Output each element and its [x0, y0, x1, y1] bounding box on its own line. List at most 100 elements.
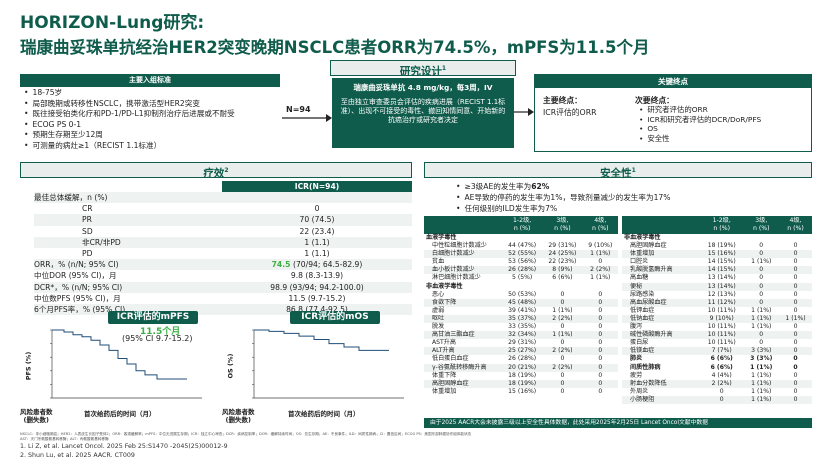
- km-pfs-chart: [50, 329, 202, 399]
- n-label: N=94: [286, 105, 311, 114]
- km-pfs-ylabel: PFS (%): [24, 351, 33, 381]
- inclusion-item: 18-75岁: [24, 88, 280, 99]
- treatment-desc: 至由独立审查委员会评估的疾病进展（RECIST 1.1标准）、出现不可接受的毒性…: [340, 98, 506, 125]
- safety-bullet: 任何级别的ILD发生率为7%: [456, 203, 806, 214]
- safety-col-header: [424, 216, 502, 234]
- arrow-right-icon: [514, 108, 534, 116]
- abbrev-footnote-2: AST：天门冬氨酸氨基转移酶；ALT：丙氨酸氨基转移酶: [20, 437, 109, 441]
- safety-row: 高血尿酸血症 11 (12%) 0 0: [622, 298, 812, 307]
- km-os-chart: [252, 329, 404, 399]
- primary-endpoint-label: 主要终点：: [543, 96, 582, 105]
- safety-row: 高血糖 13 (14%) 0 0: [630, 274, 798, 282]
- page-subtitle: 瑞康曲妥珠单抗经治HER2突变晚期NSCLC患者ORR为74.5%，mPFS为1…: [20, 38, 650, 57]
- secondary-endpoint-item: 研究者评估的ORR: [639, 105, 809, 115]
- safety-row: 体重下降 18 (19%) 0 0: [432, 371, 603, 379]
- safety-row: 疲劳 4 (4%) 1 (1%) 0: [630, 371, 798, 379]
- safety-row: γ-谷氨酰转移酶升高 20 (21%) 2 (2%) 0: [424, 363, 618, 372]
- safety-col-header: 3级, n (%): [542, 216, 583, 234]
- reference-1: 1. Li Z, et al. Lancet Oncol. 2025 Feb 2…: [20, 443, 228, 450]
- safety-col-header: [622, 216, 700, 234]
- inclusion-panel: 主要入组标准 18-75岁局部晚期或转移性NSCLC，携带激活型HER2突变既往…: [20, 74, 280, 152]
- inclusion-item: 预期生存期至少12周: [24, 130, 280, 141]
- inclusion-list: 18-75岁局部晚期或转移性NSCLC，携带激活型HER2突变既往接受铂类化疗和…: [24, 88, 280, 151]
- efficacy-row: PD 1 (1.1): [82, 249, 330, 259]
- safety-title: 安全性1: [424, 162, 812, 180]
- efficacy-table: 最佳总体缓解，n (%) CR 0 PR 70 (74.5) SD 22 (23.4) 非CR…: [34, 192, 412, 316]
- safety-row: ALT升高 25 (27%) 2 (2%) 0: [424, 347, 618, 356]
- safety-row: 血液学毒性: [426, 234, 457, 241]
- secondary-endpoint-item: 安全性: [639, 134, 809, 144]
- safety-row: 射血分数降低 2 (2%) 1 (1%) 0: [622, 379, 812, 388]
- treatment-box: 瑞康曲妥珠单抗 4.8 mg/kg，每3周，IV 至由独立审查委员会评估的疾病进…: [332, 78, 514, 148]
- safety-bullets: ≥3级AE的发生率为62%AE导致的停药的发生率为1%，导致剂量减少的发生率为1…: [456, 181, 806, 214]
- endpoints-header: 关键终点: [535, 75, 811, 88]
- secondary-endpoint-label: 次要终点：: [635, 96, 674, 105]
- safety-row: 虚弱 39 (41%) 1 (1%) 0: [432, 306, 603, 314]
- efficacy-row: ORR，% (n/N; 95% CI) 74.5 (70/94; 64.5-82.…: [34, 259, 412, 271]
- efficacy-row: SD 22 (23.4): [82, 226, 335, 236]
- safety-row: 高胆固醇血症 18 (19%) 0 0: [630, 242, 798, 250]
- safety-col-header: 4级, n (%): [779, 216, 812, 234]
- safety-row: 高甘油三酯血症 32 (34%) 1 (1%) 0: [424, 331, 618, 340]
- efficacy-row: 6个月PFS率，% (95% CI) 86.8 (77.4-92.5): [34, 304, 412, 316]
- km-pfs-xlabel: 首次给药后的时间（月）: [84, 410, 156, 418]
- safety-row: 血小板计数减少 26 (28%) 8 (9%) 2 (2%): [424, 266, 618, 275]
- km-os-risk-label: 风险患者数 (删失数): [222, 408, 255, 424]
- safety-row: 腹泻 10 (11%) 1 (1%) 0: [630, 323, 798, 331]
- inclusion-item: 局部晚期或转移性NSCLC，携带激活型HER2突变: [24, 99, 280, 110]
- safety-row: 中性粒细胞计数减少 44 (47%) 29 (31%) 9 (10%): [432, 242, 613, 250]
- safety-row: 便秘 13 (14%) 0 0: [622, 282, 812, 291]
- safety-row: 蛋白尿 10 (11%) 0 0: [630, 339, 798, 347]
- safety-row: 低钾血症 10 (11%) 1 (1%) 0: [630, 306, 798, 314]
- safety-row: 高胆固醇血症 18 (19%) 0 0: [424, 379, 618, 388]
- km-pfs-title: ICR评估的mPFS: [108, 311, 198, 324]
- safety-row: 体重增加 15 (16%) 0 0: [622, 250, 812, 259]
- abbrev-footnote: NSCLC：非小细胞肺癌；HER2：人表皮生长因子受体2；ORR：客观缓解率；m…: [20, 432, 472, 436]
- km-os-xlabel: 首次给药后的时间（月）: [288, 410, 360, 418]
- endpoints-panel: 关键终点 主要终点： ICR评估的ORR 次要终点： 研究者评估的ORRICR和…: [534, 74, 812, 152]
- safety-row: 尿路感染 12 (13%) 0 0: [630, 290, 798, 298]
- km-pfs-ci: (95% CI 9.7-15.2): [122, 334, 193, 343]
- safety-col-header: 4级, n (%): [582, 216, 618, 234]
- safety-row: 乳酸脱氢酶升高 14 (15%) 0 0: [622, 266, 812, 275]
- safety-row: 外周炎 0 1 (1%) 0: [630, 387, 798, 395]
- inclusion-header: 主要入组标准: [20, 74, 280, 87]
- study-design-title: 研究设计1: [330, 60, 516, 78]
- safety-row: AST升高 29 (31%) 0 0: [432, 339, 603, 347]
- km-pfs-risk-label: 风险患者数 (删失数): [20, 408, 53, 424]
- km-pfs-median: 11.5个月: [140, 327, 181, 337]
- safety-row: 体重增加 15 (16%) 0 0: [432, 387, 603, 395]
- km-curve: [254, 329, 389, 351]
- secondary-endpoint-item: OS: [639, 124, 809, 134]
- inclusion-item: ECOG PS 0-1: [24, 120, 280, 131]
- secondary-list: 研究者评估的ORRICR和研究者评估的DCR/DoR/PFSOS安全性: [639, 105, 809, 143]
- safety-row: 恶心 50 (53%) 0 0: [432, 290, 603, 298]
- km-curve: [52, 329, 187, 380]
- safety-row: 淋巴细胞计数减少 5 (5%) 6 (6%) 1 (1%): [432, 274, 611, 282]
- efficacy-row: 非CR/非PD 1 (1.1): [34, 236, 412, 249]
- safety-table-right: 1-2级, n (%) 3级, n (%) 4级, n (%) 非血液学毒性 高胆固醇血症 18…: [622, 216, 812, 404]
- safety-col-header: 1-2级, n (%): [700, 216, 744, 234]
- efficacy-title: 疗效2: [20, 162, 412, 180]
- km-os-ylabel: OS (%): [226, 353, 235, 379]
- safety-row: 低白蛋白血症 26 (28%) 0 0: [432, 355, 603, 363]
- safety-table-left: 1-2级, n (%) 3级, n (%) 4级, n (%) 血液学毒性 中性粒细胞计数减少…: [424, 216, 618, 396]
- arrow-right-icon: [282, 114, 332, 122]
- safety-row: 低镁血症 7 (7%) 3 (3%) 0: [622, 347, 812, 356]
- safety-row: 间质性肺病 6 (6%) 1 (1%) 0: [630, 363, 798, 371]
- efficacy-row: 中位数PFS (95% CI)，月 11.5 (9.7-15.2): [34, 293, 346, 303]
- safety-row: 非血液学毒性: [624, 234, 661, 241]
- reference-2: 2. Shun Lu, et al. 2025 AACR. CT009: [20, 452, 135, 459]
- efficacy-row: 最佳总体缓解，n (%): [34, 192, 412, 204]
- safety-row: 贫血 53 (56%) 22 (23%) 0: [432, 258, 603, 266]
- safety-row: 低钠血症 9 (10%) 1 (1%) 1 (1%): [622, 314, 812, 324]
- safety-footnote: 由于2025 AACR大会未披露三级以上安全性具体数据，此处采用2025年2月2…: [424, 418, 812, 428]
- treatment-title: 瑞康曲妥珠单抗 4.8 mg/kg，每3周，IV: [353, 83, 493, 92]
- safety-row: 脱发 33 (35%) 0 0: [432, 323, 603, 331]
- primary-endpoint-value: ICR评估的ORR: [543, 108, 597, 117]
- inclusion-item: 既往接受铂类化疗和PD-1/PD-L1抑制剂治疗后进展或不耐受: [24, 109, 280, 120]
- safety-row: 口腔炎 14 (15%) 1 (1%) 0: [630, 258, 798, 266]
- safety-col-header: 3级, n (%): [743, 216, 780, 234]
- page-title: HORIZON-Lung研究:: [20, 13, 205, 33]
- safety-row: 食欲下降 45 (48%) 0 0: [424, 298, 618, 307]
